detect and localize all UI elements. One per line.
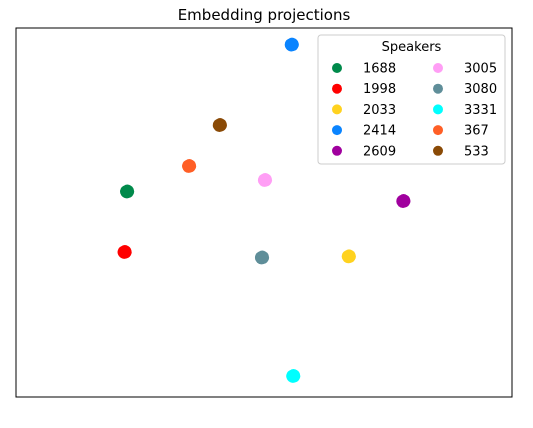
point-533 [212,118,227,132]
legend-label-3005: 3005 [464,62,497,77]
legend-frame [317,34,506,165]
legend-label-367: 367 [464,124,489,139]
legend-label-2033: 2033 [363,103,396,118]
point-3080 [254,250,270,265]
legend-marker-1998 [332,83,342,94]
legend-marker-3005 [433,63,443,73]
legend-marker-1688 [332,63,342,73]
legend-label-3331: 3331 [464,103,497,118]
legend-marker-533 [433,145,443,156]
legend-marker-3331 [433,104,443,115]
legend-marker-2609 [332,145,342,156]
point-1688 [120,184,135,199]
legend-marker-367 [433,125,443,136]
point-3005 [257,173,273,187]
legend-label-2609: 2609 [363,144,396,159]
legend-label-3080: 3080 [464,82,497,97]
legend: Speakers 1688 1998 2033 2414 2609 3005 3080 333… [317,34,506,165]
legend-marker-2414 [332,125,342,136]
legend-marker-2033 [332,104,342,115]
point-3331 [286,368,301,383]
legend-label-2414: 2414 [363,124,396,139]
legend-label-1688: 1688 [363,62,396,77]
point-2033 [341,249,356,264]
legend-label-533: 533 [464,144,489,159]
legend-label-1998: 1998 [363,82,396,97]
data-points [117,37,411,383]
point-2609 [396,194,411,208]
point-1998 [117,244,132,259]
legend-title: Speakers [382,40,442,55]
chart-title: Embedding projections [178,6,351,24]
point-2414 [284,37,299,52]
point-367 [182,159,197,173]
plot-area-frame [15,27,513,398]
legend-marker-3080 [433,83,443,94]
